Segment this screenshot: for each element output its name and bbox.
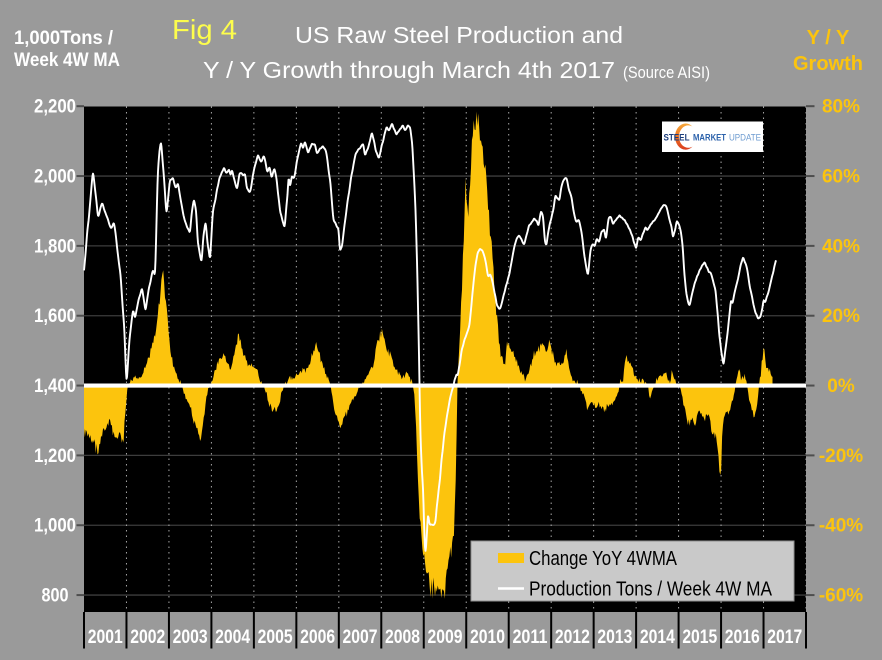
svg-text:800: 800 (42, 586, 69, 607)
svg-text:1,000: 1,000 (34, 516, 76, 537)
svg-text:-40%: -40% (819, 516, 863, 537)
svg-text:2012: 2012 (555, 626, 590, 648)
svg-text:2016: 2016 (725, 626, 760, 648)
svg-text:US Raw Steel Production and: US Raw Steel Production and (295, 22, 623, 48)
svg-text:Y / Y Growth through March 4th: Y / Y Growth through March 4th 2017 (203, 57, 615, 83)
svg-text:2010: 2010 (470, 626, 505, 648)
svg-text:1,000Tons /: 1,000Tons / (14, 28, 114, 49)
svg-text:Production Tons / Week 4W MA: Production Tons / Week 4W MA (529, 579, 773, 601)
svg-text:1,200: 1,200 (34, 446, 76, 467)
svg-text:2001: 2001 (88, 626, 123, 648)
svg-text:-60%: -60% (819, 586, 863, 607)
svg-text:2,000: 2,000 (34, 167, 76, 188)
svg-text:40%: 40% (822, 236, 860, 257)
svg-text:2004: 2004 (215, 626, 250, 648)
svg-text:2003: 2003 (173, 626, 208, 648)
svg-text:(Source AISI): (Source AISI) (623, 63, 710, 82)
svg-text:2011: 2011 (512, 626, 547, 648)
svg-text:2007: 2007 (343, 626, 378, 648)
svg-text:1,400: 1,400 (34, 376, 76, 397)
svg-text:2008: 2008 (385, 626, 420, 648)
svg-text:2014: 2014 (640, 626, 675, 648)
svg-text:0%: 0% (827, 376, 855, 397)
svg-text:Week 4W MA: Week 4W MA (14, 50, 120, 71)
svg-text:-20%: -20% (819, 446, 863, 467)
svg-text:2,200: 2,200 (34, 97, 76, 118)
svg-text:Change YoY 4WMA: Change YoY 4WMA (529, 548, 678, 570)
svg-text:1,600: 1,600 (34, 306, 76, 327)
svg-text:20%: 20% (822, 306, 860, 327)
svg-text:2005: 2005 (258, 626, 293, 648)
svg-text:1,800: 1,800 (34, 236, 76, 257)
svg-text:2015: 2015 (682, 626, 717, 648)
svg-text:2006: 2006 (300, 626, 335, 648)
svg-text:STEEL: STEEL (664, 133, 690, 143)
svg-text:60%: 60% (822, 167, 860, 188)
svg-text:2017: 2017 (767, 626, 802, 648)
svg-text:Y / Y: Y / Y (807, 27, 850, 49)
svg-text:2002: 2002 (130, 626, 165, 648)
svg-text:Fig 4: Fig 4 (172, 14, 237, 45)
svg-text:MARKET: MARKET (693, 133, 726, 143)
svg-text:UPDATE: UPDATE (729, 133, 761, 143)
svg-text:2013: 2013 (597, 626, 632, 648)
svg-text:Growth: Growth (793, 53, 863, 75)
svg-text:80%: 80% (822, 97, 860, 118)
svg-text:2009: 2009 (428, 626, 463, 648)
